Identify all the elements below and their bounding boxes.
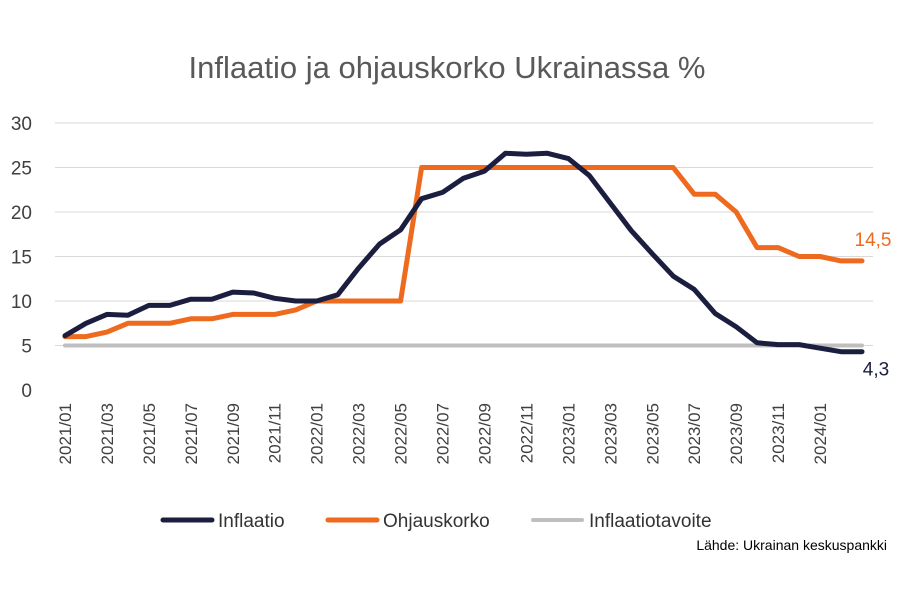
x-tick-label: 2021/11 xyxy=(266,403,285,463)
x-tick-label: 2022/11 xyxy=(517,403,536,463)
x-tick-label: 2021/09 xyxy=(224,403,243,464)
end-label-inflaatio: 4,3 xyxy=(863,360,889,381)
x-tick-label: 2021/05 xyxy=(140,403,159,464)
x-tick-label: 2022/07 xyxy=(434,403,453,464)
x-tick-label: 2022/03 xyxy=(350,403,369,464)
x-tick-label: 2022/05 xyxy=(392,403,411,464)
x-tick-label: 2023/09 xyxy=(727,403,746,464)
y-tick-label: 20 xyxy=(11,203,32,224)
x-tick-label: 2023/11 xyxy=(769,403,788,463)
end-labels: 4,3 14,5 xyxy=(855,230,892,381)
chart-title: Inflaatio ja ohjauskorko Ukrainassa % xyxy=(189,50,706,85)
x-tick-label: 2021/07 xyxy=(182,403,201,464)
x-axis-ticks: 2021/01 2021/03 2021/05 2021/07 2021/09 2021/… xyxy=(56,403,830,464)
source-note: Lähde: Ukrainan keskuspankki xyxy=(696,537,887,553)
x-tick-label: 2023/05 xyxy=(643,403,662,464)
y-tick-label: 25 xyxy=(11,159,32,180)
y-axis-ticks: 0 5 10 15 20 25 30 xyxy=(11,114,32,402)
end-label-ohjauskorko: 14,5 xyxy=(855,230,892,251)
series-lines xyxy=(62,150,865,355)
x-tick-label: 2022/09 xyxy=(475,403,494,464)
series-line-ohjauskorko xyxy=(62,165,865,340)
legend: Inflaatio Ohjauskorko Inflaatiotavoite xyxy=(160,511,712,532)
x-tick-label: 2023/01 xyxy=(559,403,578,464)
y-tick-label: 5 xyxy=(21,337,32,358)
x-tick-label: 2024/01 xyxy=(811,403,830,464)
legend-label-inflaatiotavoite: Inflaatiotavoite xyxy=(589,511,712,532)
y-tick-label: 30 xyxy=(11,114,32,135)
x-tick-label: 2023/07 xyxy=(685,403,704,464)
x-tick-label: 2022/01 xyxy=(308,403,327,464)
legend-label-ohjauskorko: Ohjauskorko xyxy=(383,511,490,532)
legend-label-inflaatio: Inflaatio xyxy=(218,511,285,532)
x-tick-label: 2021/03 xyxy=(98,403,117,464)
x-tick-label: 2023/03 xyxy=(601,403,620,464)
y-tick-label: 10 xyxy=(11,292,32,313)
y-tick-label: 0 xyxy=(21,381,32,402)
series-line-inflaatio xyxy=(62,150,865,355)
x-tick-label: 2021/01 xyxy=(56,403,75,464)
y-tick-label: 15 xyxy=(11,248,32,269)
